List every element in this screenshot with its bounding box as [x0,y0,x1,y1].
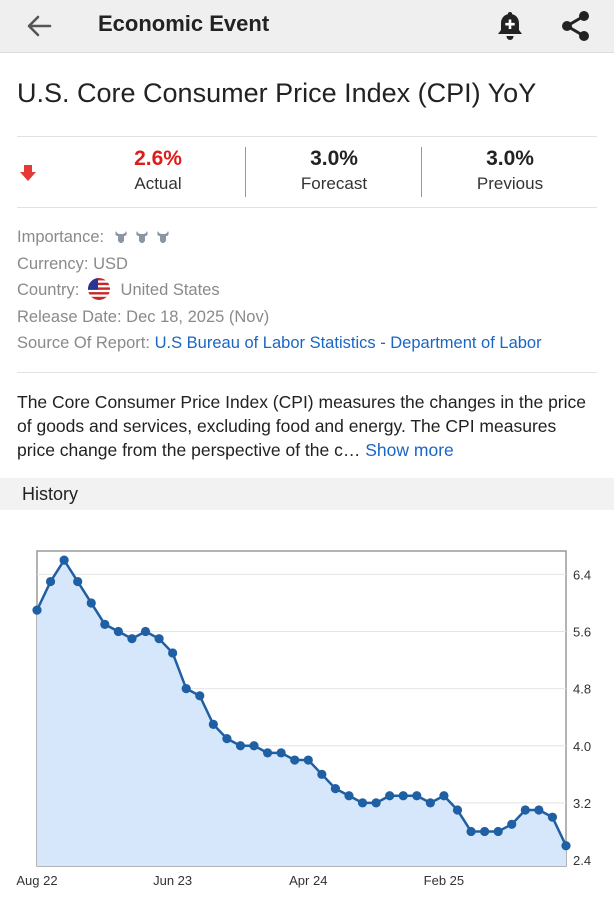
add-alert-bell-icon[interactable] [492,8,528,44]
currency-row: Currency: USD [17,251,542,278]
data-point [208,719,218,729]
actual-stat: 2.6% Actual [70,147,246,194]
data-point [303,755,313,765]
x-tick-label: Feb 25 [424,873,464,888]
data-point [398,791,408,801]
data-point [561,841,571,851]
history-title: History [22,484,79,504]
event-description: The Core Consumer Price Index (CPI) meas… [17,390,597,462]
x-tick-label: Aug 22 [16,873,57,888]
data-point [466,826,476,837]
share-icon[interactable] [558,8,594,44]
importance-label: Importance: [17,228,105,246]
data-point [357,798,368,808]
data-point [45,576,56,587]
data-point [32,605,42,615]
app-bar-title: Economic Event [98,11,270,36]
event-details: Importance: Currency: USD Country: [17,224,542,357]
data-point [439,791,449,801]
y-tick-label: 4.8 [573,682,591,697]
data-point [547,812,558,822]
x-tick-label: Jun 23 [153,873,192,888]
app-bar: Economic Event [0,0,614,53]
y-tick-label: 2.4 [573,853,591,868]
data-point [100,619,110,629]
previous-value: 3.0% [486,147,534,170]
data-point [452,805,463,815]
data-point [154,634,164,644]
data-point [249,741,259,751]
data-point [425,798,435,808]
down-arrow-icon [20,165,36,181]
importance-row: Importance: [17,224,542,251]
data-point [317,769,327,779]
divider [245,147,246,197]
data-point [412,791,422,801]
data-point [181,684,191,694]
series-line [35,558,568,847]
history-header: History [0,478,614,510]
currency-value: USD [93,254,128,273]
release-date-row: Release Date: Dec 18, 2025 (Nov) [17,304,542,331]
data-point [276,748,286,758]
series-area [37,560,566,866]
data-point [507,819,517,829]
data-point [127,634,137,644]
data-point [385,791,395,801]
actual-label: Actual [134,174,182,193]
description-text: The Core Consumer Price Index (CPI) meas… [17,392,587,460]
release-date-label: Release Date: [17,307,122,326]
country-value: United States [120,281,220,299]
data-point [195,691,205,701]
source-row: Source Of Report: U.S Bureau of Labor St… [17,330,542,357]
data-point [344,791,354,801]
y-tick-label: 6.4 [573,567,591,582]
show-more-link[interactable]: Show more [365,440,454,460]
data-point [113,626,123,637]
divider [17,372,597,373]
bull-icon [115,231,169,243]
us-flag-icon [87,278,110,300]
data-point [222,734,232,744]
data-point [235,741,246,751]
country-label: Country: [17,281,80,299]
release-date-value: Dec 18, 2025 (Nov) [126,307,270,326]
source-link[interactable]: U.S Bureau of Labor Statistics - Departm… [154,334,542,352]
forecast-label: Forecast [300,174,368,193]
forecast-value: 3.0% [310,147,358,170]
y-tick-label: 3.2 [573,796,591,811]
history-chart-svg: 6.4 5.6 4.8 4.0 3.2 2.4 Aug 22 Jun 23 Apr 24 Feb … [16,550,591,888]
back-arrow-icon[interactable] [24,12,54,40]
source-label: Source Of Report: [17,334,150,352]
data-point [330,784,341,794]
previous-label: Previous [476,174,544,193]
data-point [520,805,530,815]
data-point [262,748,273,758]
data-point [493,826,503,837]
event-title: U.S. Core Consumer Price Index (CPI) YoY [17,78,537,108]
data-point [480,826,490,837]
data-point [168,648,178,658]
country-row: Country: United States [17,277,542,304]
y-tick-label: 5.6 [573,625,591,640]
data-point [140,626,151,637]
data-point [59,555,69,565]
data-point [290,755,300,765]
history-chart: 6.4 5.6 4.8 4.0 3.2 2.4 Aug 22 Jun 23 Apr 24 Feb … [0,520,614,900]
x-tick-label: Apr 24 [289,873,327,888]
currency-label: Currency: [17,254,89,273]
data-point [534,805,544,815]
y-tick-label: 4.0 [573,739,591,754]
previous-stat: 3.0% Previous [422,147,598,194]
divider [421,147,422,197]
importance-bulls [113,226,175,252]
actual-value: 2.6% [134,147,182,170]
event-stats: 2.6% Actual 3.0% Forecast 3.0% Previous [17,136,597,208]
forecast-stat: 3.0% Forecast [246,147,422,194]
data-point [73,576,83,587]
data-point [371,798,381,808]
data-point [86,598,96,608]
